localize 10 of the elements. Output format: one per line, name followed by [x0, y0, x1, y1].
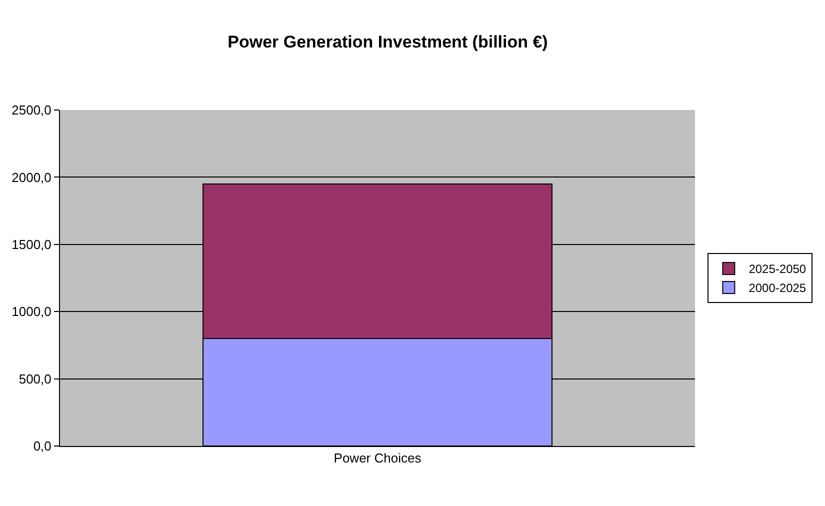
y-tick-label: 0,0 — [33, 438, 52, 454]
y-tick-label: 2500,0 — [12, 102, 52, 118]
y-tick-label: 1000,0 — [12, 304, 52, 320]
y-tick-label: 500,0 — [18, 371, 52, 386]
chart-title: Power Generation Investment (billion €) — [228, 32, 548, 52]
legend-label: 2000-2025 — [748, 281, 806, 296]
y-tick-label: 1500,0 — [12, 236, 52, 252]
x-tick-label: Power Choices — [334, 450, 422, 466]
y-tick-label: 2000,0 — [12, 170, 52, 185]
legend-label: 2025-2050 — [748, 262, 806, 276]
